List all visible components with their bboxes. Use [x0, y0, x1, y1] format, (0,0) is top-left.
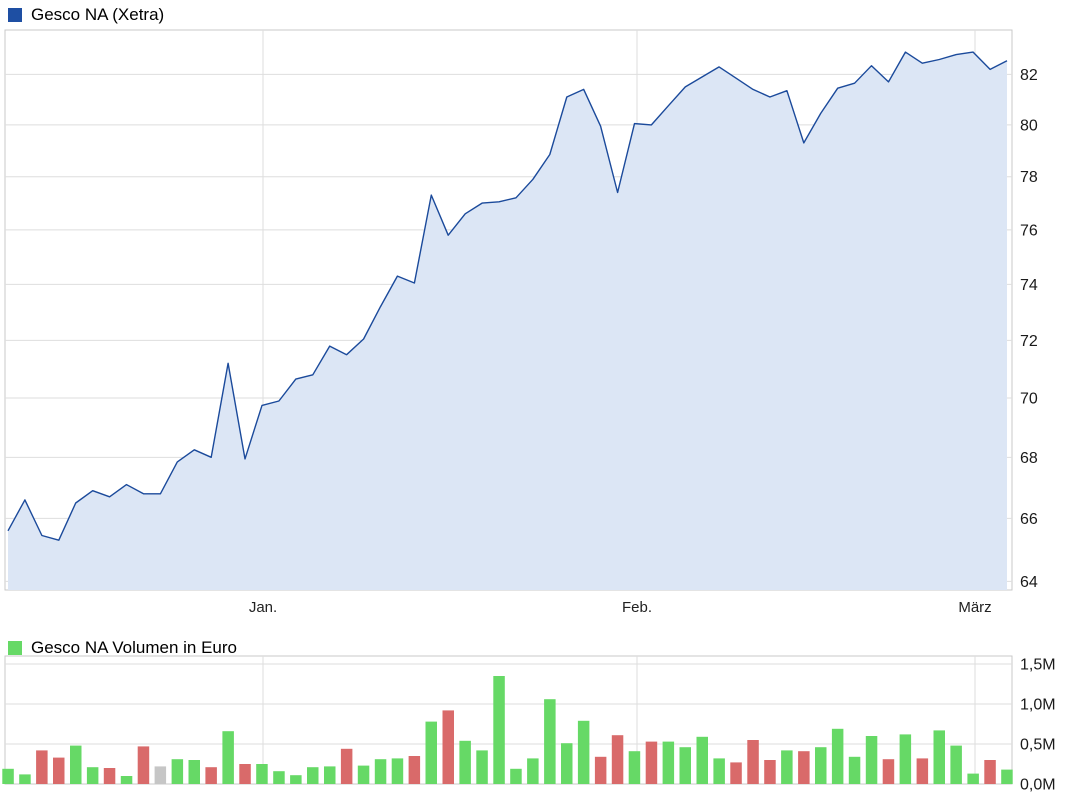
- volume-bar: [594, 756, 607, 784]
- volume-legend-swatch: [8, 640, 22, 655]
- volume-bar: [290, 775, 302, 784]
- volume-y-tick-label: 1,0M: [1020, 697, 1056, 714]
- volume-bar: [86, 767, 99, 784]
- volume-bar: [561, 743, 573, 784]
- volume-bar: [493, 676, 505, 784]
- volume-bar: [256, 764, 268, 784]
- volume-bar: [239, 764, 251, 784]
- volume-bar: [1001, 769, 1013, 784]
- volume-bar: [628, 751, 641, 784]
- volume-y-tick-label: 1,5M: [1020, 657, 1056, 674]
- price-y-tick-label: 76: [1020, 222, 1038, 239]
- volume-bar: [340, 748, 353, 784]
- volume-bar: [815, 747, 827, 784]
- volume-bar: [137, 746, 150, 784]
- volume-bar: [730, 762, 742, 784]
- price-y-tick-label: 66: [1020, 511, 1038, 528]
- volume-bar: [984, 760, 996, 784]
- volume-bar: [408, 756, 421, 784]
- volume-bar: [544, 699, 556, 784]
- price-y-tick-label: 78: [1020, 169, 1038, 186]
- volume-bar: [510, 768, 522, 784]
- volume-bar: [120, 776, 133, 784]
- volume-bar: [205, 767, 217, 784]
- volume-plot-border: [4, 655, 1013, 785]
- price-legend-label: Gesco NA (Xetra): [31, 5, 165, 24]
- price-y-tick-label: 80: [1020, 117, 1038, 134]
- price-y-tick-label: 70: [1020, 391, 1038, 408]
- volume-bar: [357, 765, 370, 784]
- volume-bar: [662, 741, 675, 784]
- price-area-fill: [8, 52, 1007, 591]
- volume-bar: [425, 721, 437, 784]
- volume-bar: [747, 740, 759, 784]
- volume-bar: [2, 768, 14, 784]
- volume-bar: [848, 756, 861, 784]
- volume-bar: [713, 758, 725, 784]
- volume-bar: [950, 745, 962, 784]
- volume-bar: [798, 751, 810, 784]
- price-y-tick-label: 68: [1020, 450, 1038, 467]
- price-y-tick-label: 64: [1020, 574, 1038, 591]
- volume-bar: [188, 760, 200, 784]
- volume-bar: [222, 731, 234, 784]
- volume-bar: [933, 730, 945, 784]
- volume-bar: [459, 740, 471, 784]
- volume-y-tick-label: 0,5M: [1020, 737, 1056, 754]
- volume-bar: [645, 741, 658, 784]
- volume-bar: [273, 771, 285, 784]
- price-y-tick-label: 82: [1020, 67, 1038, 84]
- price-y-tick-label: 74: [1020, 277, 1038, 294]
- volume-bar: [764, 760, 776, 784]
- price-x-tick-label: Jan.: [249, 599, 277, 616]
- volume-bar: [307, 767, 319, 784]
- volume-bar: [577, 720, 590, 784]
- volume-bar: [882, 759, 895, 784]
- volume-bar: [831, 728, 844, 784]
- volume-bar: [781, 750, 793, 784]
- volume-bar: [171, 759, 184, 784]
- volume-y-tick-label: 0,0M: [1020, 777, 1056, 794]
- volume-bar: [19, 774, 31, 784]
- volume-bar: [154, 766, 167, 784]
- price-y-tick-label: 72: [1020, 333, 1038, 350]
- price-legend-swatch: [8, 7, 22, 22]
- volume-bar: [476, 750, 488, 784]
- volume-bar: [679, 747, 691, 784]
- volume-bar: [696, 736, 708, 784]
- volume-bar: [967, 773, 979, 784]
- volume-legend-label: Gesco NA Volumen in Euro: [31, 638, 238, 657]
- volume-bar: [916, 758, 929, 784]
- volume-bar: [611, 735, 624, 784]
- volume-bar: [899, 734, 912, 784]
- price-legend: Gesco NA (Xetra): [8, 6, 164, 23]
- price-line: [7, 51, 1008, 541]
- volume-bar: [103, 768, 116, 784]
- volume-bar: [442, 710, 454, 784]
- volume-bar: [36, 750, 48, 784]
- volume-legend: Gesco NA Volumen in Euro: [8, 639, 237, 656]
- volume-bar: [865, 736, 878, 784]
- volume-bar: [70, 745, 82, 784]
- volume-bar: [391, 758, 404, 784]
- volume-bar: [374, 759, 387, 784]
- volume-bar: [53, 757, 65, 784]
- volume-bar: [324, 766, 336, 784]
- volume-bar: [527, 758, 539, 784]
- price-x-tick-label: März: [958, 599, 991, 616]
- price-x-tick-label: Feb.: [622, 599, 652, 616]
